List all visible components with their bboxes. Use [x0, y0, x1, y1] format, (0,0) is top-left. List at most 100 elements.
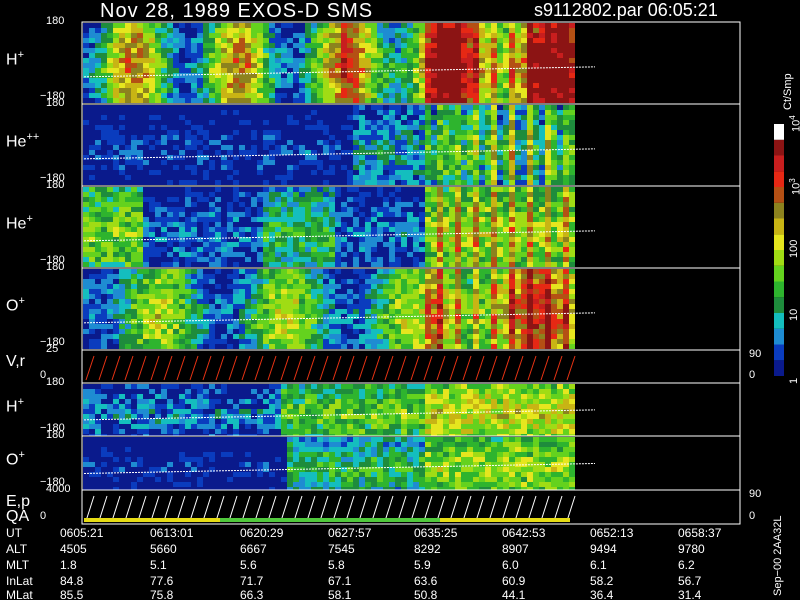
heatmap-cell [179, 88, 185, 93]
heatmap-cell [521, 207, 527, 212]
heatmap-cell [323, 155, 329, 160]
heatmap-cell [353, 135, 359, 140]
heatmap-cell [293, 130, 299, 135]
heatmap-cell [461, 284, 467, 289]
heatmap-cell [491, 48, 497, 53]
heatmap-cell [101, 58, 107, 63]
heatmap-cell [413, 262, 419, 267]
heatmap-cell [287, 73, 293, 78]
heatmap-cell [101, 160, 107, 165]
heatmap-cell [485, 170, 491, 175]
heatmap-cell [143, 247, 149, 252]
heatmap-cell [551, 257, 557, 262]
heatmap-cell [353, 319, 359, 324]
heatmap-cell [515, 93, 521, 98]
heatmap-cell [215, 88, 221, 93]
heatmap-cell [275, 120, 281, 125]
heatmap-cell [317, 252, 323, 257]
heatmap-cell [443, 257, 449, 262]
heatmap-cell [365, 294, 371, 299]
heatmap-cell [437, 165, 443, 170]
heatmap-cell [389, 212, 395, 217]
heatmap-cell [185, 180, 191, 185]
heatmap-cell [305, 319, 311, 324]
heatmap-cell [311, 192, 317, 197]
heatmap-cell [221, 78, 227, 83]
heatmap-cell [245, 28, 251, 33]
heatmap-cell [173, 135, 179, 140]
heatmap-cell [239, 73, 245, 78]
heatmap-cell [161, 294, 167, 299]
heatmap-cell [557, 222, 563, 227]
heatmap-cell [203, 252, 209, 257]
heatmap-cell [527, 135, 533, 140]
heatmap-cell [221, 125, 227, 130]
heatmap-cell [413, 222, 419, 227]
heatmap-cell [107, 269, 113, 274]
heatmap-cell [557, 197, 563, 202]
heatmap-cell [125, 334, 131, 339]
heatmap-cell [353, 187, 359, 192]
heatmap-cell [485, 48, 491, 53]
heatmap-cell [353, 93, 359, 98]
heatmap-cell [299, 58, 305, 63]
heatmap-cell [335, 23, 341, 28]
heatmap-cell [383, 257, 389, 262]
heatmap-cell [179, 33, 185, 38]
heatmap-cell [257, 314, 263, 319]
heatmap-cell [311, 145, 317, 150]
heatmap-cell [491, 155, 497, 160]
heatmap-cell [275, 187, 281, 192]
heatmap-cell [227, 329, 233, 334]
heatmap-cell [431, 324, 437, 329]
heatmap-cell [215, 33, 221, 38]
heatmap-cell [89, 334, 95, 339]
heatmap-cell [233, 232, 239, 237]
heatmap-cell [377, 262, 383, 267]
heatmap-cell [329, 324, 335, 329]
heatmap-cell [311, 289, 317, 294]
heatmap-cell [479, 120, 485, 125]
heatmap-cell [563, 187, 569, 192]
heatmap-cell [131, 334, 137, 339]
heatmap-cell [341, 344, 347, 349]
heatmap-cell [401, 222, 407, 227]
heatmap-cell [413, 284, 419, 289]
heatmap-cell [527, 242, 533, 247]
heatmap-cell [191, 197, 197, 202]
heatmap-cell [107, 314, 113, 319]
heatmap-cell [137, 160, 143, 165]
heatmap-cell [437, 207, 443, 212]
heatmap-cell [461, 115, 467, 120]
heatmap-cell [215, 83, 221, 88]
heatmap-cell [245, 339, 251, 344]
heatmap-cell [431, 115, 437, 120]
heatmap-cell [107, 299, 113, 304]
heatmap-cell [137, 192, 143, 197]
heatmap-cell [515, 217, 521, 222]
heatmap-cell [557, 150, 563, 155]
heatmap-cell [167, 324, 173, 329]
heatmap-cell [377, 68, 383, 73]
heatmap-cell [359, 150, 365, 155]
heatmap-cell [275, 192, 281, 197]
heatmap-cell [185, 93, 191, 98]
heatmap-cell [527, 23, 533, 28]
heatmap-cell [293, 197, 299, 202]
heatmap-cell [311, 334, 317, 339]
heatmap-cell [329, 217, 335, 222]
heatmap-cell [557, 88, 563, 93]
heatmap-cell [239, 232, 245, 237]
heatmap-cell [173, 269, 179, 274]
heatmap-cell [257, 299, 263, 304]
heatmap-cell [215, 28, 221, 33]
heatmap-cell [227, 165, 233, 170]
heatmap-cell [563, 68, 569, 73]
heatmap-cell [203, 88, 209, 93]
heatmap-cell [335, 232, 341, 237]
heatmap-cell [263, 334, 269, 339]
heatmap-cell [143, 217, 149, 222]
heatmap-cell [425, 88, 431, 93]
heatmap-cell [131, 38, 137, 43]
heatmap-cell [191, 252, 197, 257]
